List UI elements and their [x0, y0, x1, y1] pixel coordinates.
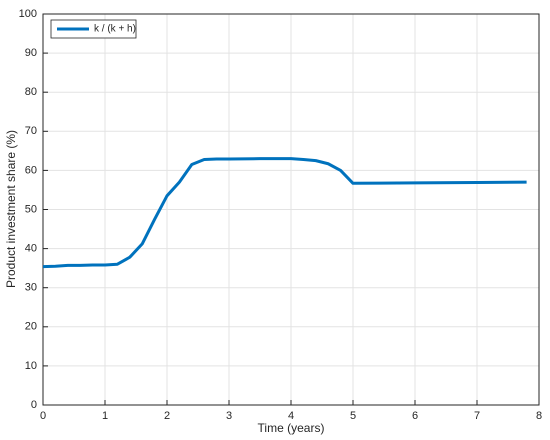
y-tick-label: 60 [25, 164, 37, 176]
x-tick-label: 6 [412, 410, 418, 422]
y-tick-label: 70 [25, 125, 37, 137]
y-axis-label: Product investment share (%) [4, 130, 18, 288]
x-tick-label: 1 [102, 410, 108, 422]
y-tick-label: 100 [19, 8, 37, 20]
y-tick-label: 10 [25, 360, 37, 372]
y-tick-label: 80 [25, 86, 37, 98]
x-tick-label: 2 [164, 410, 170, 422]
x-tick-label: 3 [226, 410, 232, 422]
legend-box [50, 19, 137, 39]
data-line [42, 157, 527, 269]
y-tick-label: 50 [25, 203, 37, 215]
x-tick-label: 4 [288, 410, 294, 422]
y-tick-label: 90 [25, 47, 37, 59]
y-tick-label: 20 [25, 321, 37, 333]
y-tick-label: 40 [25, 243, 37, 255]
x-axis-label: Time (years) [258, 421, 325, 435]
x-tick-label: 7 [474, 410, 480, 422]
legend-label: k / (k + h) [94, 24, 136, 35]
y-tick-label: 0 [31, 399, 37, 411]
y-tick-label: 30 [25, 282, 37, 294]
x-tick-label: 5 [350, 410, 356, 422]
x-tick-label: 8 [536, 410, 542, 422]
x-tick-label: 0 [40, 410, 46, 422]
axes-box [42, 13, 540, 406]
